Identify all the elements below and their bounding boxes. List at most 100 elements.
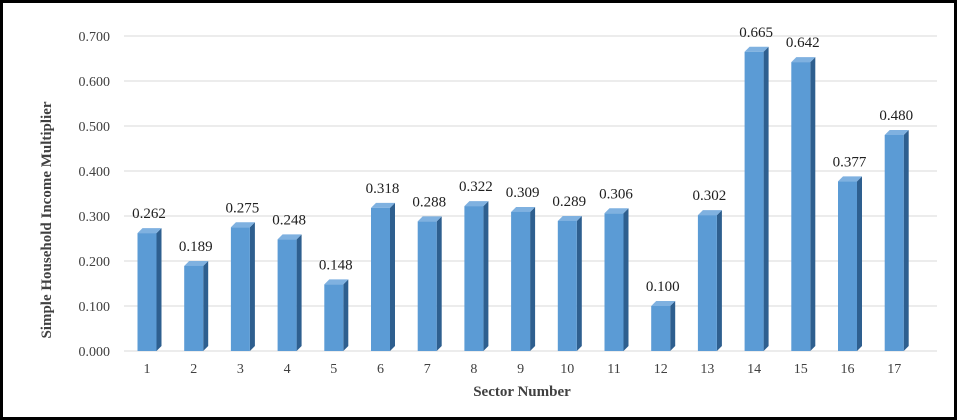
x-tick-label: 7 — [424, 362, 431, 377]
bar — [604, 208, 629, 351]
data-label: 0.100 — [646, 279, 680, 295]
bars — [137, 46, 909, 351]
bar-top — [557, 215, 582, 221]
bar-front — [744, 51, 764, 351]
bar-side — [249, 222, 255, 351]
bar-top — [884, 130, 909, 135]
bar-top — [651, 301, 676, 306]
data-label: 0.642 — [786, 35, 820, 51]
bar-side — [623, 208, 629, 351]
bar-front — [604, 213, 624, 351]
bar-side — [810, 57, 816, 351]
bar-top — [137, 228, 162, 234]
x-tick-label: 3 — [237, 362, 244, 377]
data-label: 0.480 — [879, 108, 913, 124]
bar-side — [763, 46, 769, 351]
bar — [324, 279, 349, 351]
bar-side — [716, 210, 722, 351]
bar-top — [371, 202, 395, 208]
bar — [417, 216, 442, 351]
bar-side — [436, 216, 442, 351]
data-label: 0.248 — [272, 212, 306, 228]
bar-front — [324, 284, 344, 351]
x-tick-label: 5 — [330, 362, 337, 377]
bar-front — [184, 265, 204, 351]
bar — [230, 222, 255, 351]
bar-front — [651, 306, 671, 351]
data-label: 0.665 — [739, 25, 773, 41]
bar-front — [230, 227, 250, 351]
bar-side — [343, 279, 349, 351]
y-tick-label: 0.300 — [79, 210, 111, 225]
bar-top — [324, 279, 349, 285]
x-tick-label: 9 — [517, 362, 524, 377]
bar-front — [511, 211, 531, 351]
bar-front — [838, 181, 857, 351]
bar-front — [697, 215, 717, 351]
bar — [184, 260, 209, 351]
bar-side — [857, 176, 862, 351]
bar-top — [604, 208, 629, 214]
bar — [838, 176, 862, 351]
x-axis-ticks: 1 2 3 4 5 6 7 8 9 10 11 12 13 14 15 16 17 — [144, 362, 902, 377]
bar-side — [156, 228, 162, 351]
bar-front — [557, 220, 577, 351]
bar-side — [390, 202, 395, 351]
bar-side — [903, 130, 909, 351]
y-axis-ticks: 0.000 0.100 0.200 0.300 0.400 0.500 0.600 0.700 — [79, 30, 111, 360]
bar — [744, 46, 769, 351]
x-tick-label: 12 — [654, 362, 668, 377]
x-tick-label: 1 — [144, 362, 151, 377]
y-tick-label: 0.000 — [79, 345, 111, 360]
data-label: 0.289 — [552, 194, 586, 210]
bar-side — [576, 215, 582, 351]
data-label: 0.275 — [226, 200, 260, 216]
bar-top — [791, 57, 816, 63]
bar-side — [670, 301, 676, 351]
bar-side — [530, 206, 536, 351]
bar-front — [277, 239, 297, 351]
x-tick-label: 2 — [190, 362, 197, 377]
x-tick-label: 17 — [887, 362, 901, 377]
data-label: 0.306 — [599, 186, 633, 202]
data-label: 0.148 — [319, 257, 353, 273]
bar-top — [838, 176, 862, 182]
bar-front — [371, 207, 390, 351]
bar — [697, 210, 722, 351]
x-tick-label: 6 — [377, 362, 384, 377]
bar — [511, 206, 536, 351]
bar — [277, 234, 302, 351]
y-tick-label: 0.600 — [79, 75, 111, 90]
x-tick-label: 14 — [747, 362, 761, 377]
data-label: 0.189 — [179, 239, 213, 255]
bar — [557, 215, 582, 351]
x-tick-label: 11 — [607, 362, 620, 377]
bar-front — [791, 62, 811, 351]
y-tick-label: 0.100 — [79, 300, 111, 315]
bar-side — [296, 234, 302, 351]
bar — [884, 130, 909, 351]
data-label: 0.309 — [506, 185, 540, 201]
bar-top — [697, 210, 722, 216]
data-label: 0.302 — [693, 188, 727, 204]
bar — [791, 57, 816, 351]
bar-top — [417, 216, 442, 222]
data-label: 0.288 — [412, 194, 446, 210]
bar-top — [511, 206, 536, 212]
bar-top — [184, 260, 209, 266]
x-tick-label: 15 — [794, 362, 808, 377]
bar-side — [483, 201, 489, 351]
x-axis-title: Sector Number — [473, 384, 571, 400]
y-tick-label: 0.700 — [79, 30, 111, 45]
y-tick-label: 0.200 — [79, 255, 111, 270]
data-label: 0.318 — [366, 181, 400, 197]
bar — [137, 228, 162, 351]
x-tick-label: 8 — [470, 362, 477, 377]
x-tick-label: 4 — [284, 362, 291, 377]
bar-front — [417, 221, 437, 351]
bar — [651, 301, 676, 351]
bar-top — [277, 234, 302, 240]
x-tick-label: 13 — [700, 362, 714, 377]
data-label: 0.377 — [833, 154, 867, 170]
